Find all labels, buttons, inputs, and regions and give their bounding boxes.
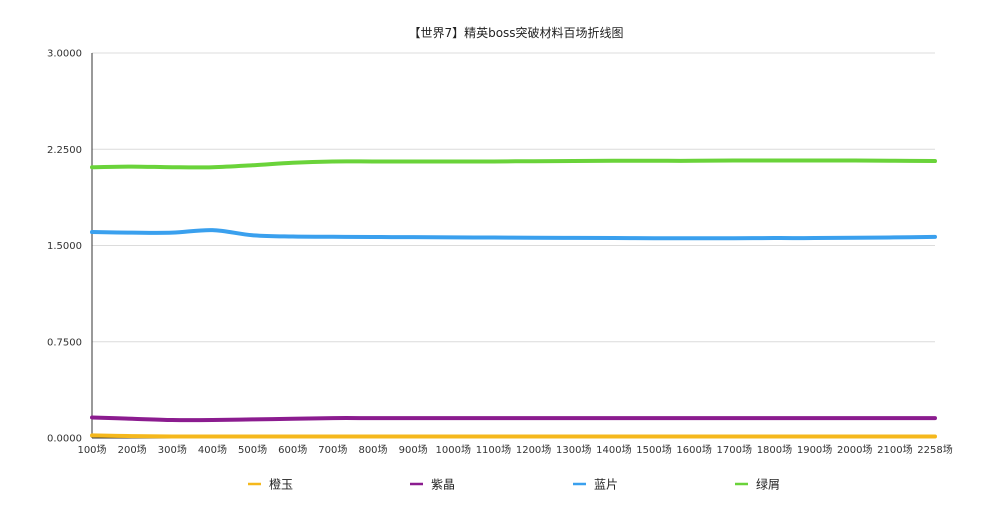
- series-line-2: [90, 228, 937, 241]
- x-tick-label: 1300场: [556, 443, 591, 456]
- y-tick-label: 0.7500: [47, 337, 82, 348]
- legend-label[interactable]: 橙玉: [269, 477, 293, 492]
- x-tick-label: 900场: [399, 443, 428, 456]
- x-tick-label: 1200场: [516, 443, 551, 456]
- series-lines: [90, 158, 937, 439]
- x-tick-label: 400场: [198, 443, 227, 456]
- x-tick-label: 700场: [318, 443, 347, 456]
- y-tick-label: 0.0000: [47, 434, 82, 445]
- series-line-0: [90, 433, 937, 439]
- x-tick-label: 1500场: [636, 443, 671, 456]
- x-axis-ticks: 100场 200场 300场 400场 500场 600场 700场 800场 900场 1000…: [77, 443, 952, 456]
- x-tick-label: 500场: [238, 443, 267, 456]
- x-tick-label: 1900场: [797, 443, 832, 456]
- x-tick-label: 2100场: [877, 443, 912, 456]
- x-tick-label: 1000场: [436, 443, 471, 456]
- x-tick-label: 2258场: [917, 443, 952, 456]
- x-tick-label: 1400场: [596, 443, 631, 456]
- chart-title: 【世界7】精英boss突破材料百场折线图: [408, 25, 623, 40]
- series-line-1: [90, 415, 937, 423]
- x-tick-label: 1700场: [717, 443, 752, 456]
- series-line-3: [90, 158, 937, 170]
- x-tick-label: 2000场: [837, 443, 872, 456]
- x-tick-label: 1100场: [476, 443, 511, 456]
- legend-label[interactable]: 紫晶: [431, 478, 455, 492]
- legend-label[interactable]: 蓝片: [594, 478, 618, 492]
- x-tick-label: 600场: [278, 443, 307, 456]
- legend-label[interactable]: 绿屑: [756, 477, 780, 492]
- y-tick-label: 2.2500: [47, 145, 82, 156]
- x-tick-label: 1800场: [757, 443, 792, 456]
- x-tick-label: 1600场: [676, 443, 711, 456]
- x-tick-label: 100场: [77, 443, 106, 456]
- x-tick-label: 800场: [358, 443, 387, 456]
- y-axis-ticks: 0.0000 0.7500 1.5000 2.2500 3.0000: [47, 49, 82, 445]
- y-tick-label: 3.0000: [47, 49, 82, 60]
- y-tick-label: 1.5000: [47, 241, 82, 252]
- x-tick-label: 200场: [118, 443, 147, 456]
- grid-lines: [92, 52, 935, 343]
- legend: 橙玉 紫晶 蓝片 绿屑: [248, 477, 780, 492]
- x-tick-label: 300场: [158, 443, 187, 456]
